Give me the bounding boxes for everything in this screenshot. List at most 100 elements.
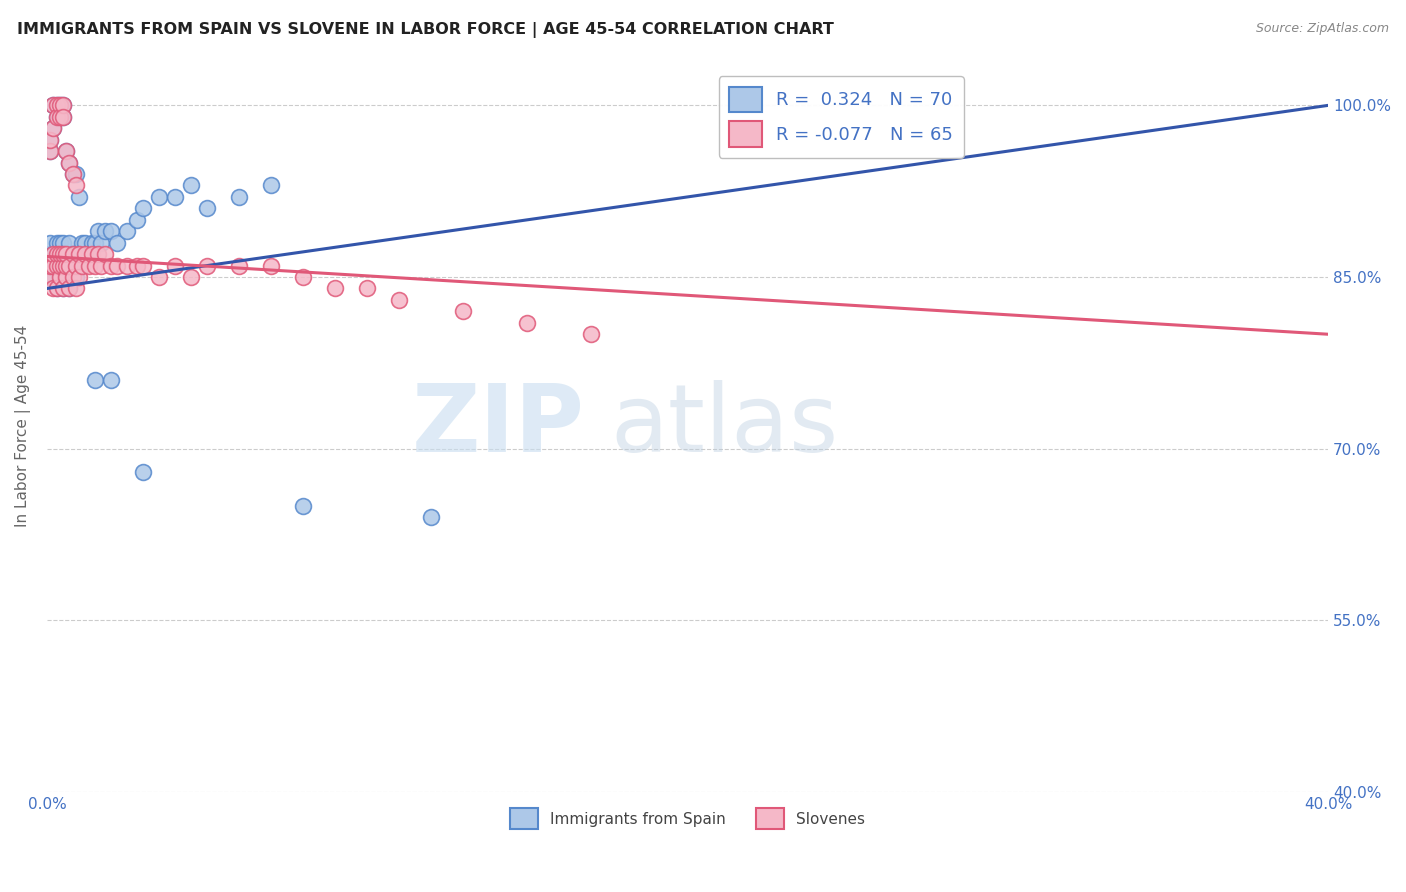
- Point: [45, 235, 67, 250]
- Point: [58, 259, 80, 273]
- Point: [52, 98, 75, 112]
- Point: [292, 499, 315, 513]
- Point: [65, 281, 87, 295]
- Point: [55, 259, 77, 273]
- Point: [39, 235, 62, 250]
- Point: [65, 259, 87, 273]
- Point: [49, 259, 72, 273]
- Point: [52, 281, 75, 295]
- Point: [45, 110, 67, 124]
- Point: [45, 247, 67, 261]
- Point: [62, 167, 84, 181]
- Point: [80, 235, 103, 250]
- Point: [49, 270, 72, 285]
- Point: [42, 247, 65, 261]
- Point: [148, 190, 170, 204]
- Point: [67, 190, 90, 204]
- Point: [90, 259, 112, 273]
- Point: [55, 144, 77, 158]
- Point: [115, 224, 138, 238]
- Point: [70, 235, 93, 250]
- Point: [42, 121, 65, 136]
- Text: atlas: atlas: [610, 380, 839, 472]
- Point: [228, 259, 250, 273]
- Point: [115, 259, 138, 273]
- Point: [292, 270, 315, 285]
- Point: [228, 190, 250, 204]
- Point: [165, 190, 187, 204]
- Point: [180, 178, 202, 193]
- Point: [52, 259, 75, 273]
- Point: [49, 110, 72, 124]
- Point: [49, 247, 72, 261]
- Point: [39, 144, 62, 158]
- Point: [42, 98, 65, 112]
- Point: [70, 259, 93, 273]
- Point: [52, 110, 75, 124]
- Point: [93, 247, 115, 261]
- Point: [260, 259, 283, 273]
- Legend: Immigrants from Spain, Slovenes: Immigrants from Spain, Slovenes: [505, 802, 872, 836]
- Point: [75, 247, 97, 261]
- Point: [42, 121, 65, 136]
- Point: [77, 259, 100, 273]
- Point: [58, 259, 80, 273]
- Point: [52, 259, 75, 273]
- Point: [39, 259, 62, 273]
- Point: [49, 247, 72, 261]
- Text: ZIP: ZIP: [412, 380, 585, 472]
- Point: [67, 247, 90, 261]
- Text: Source: ZipAtlas.com: Source: ZipAtlas.com: [1256, 22, 1389, 36]
- Point: [49, 110, 72, 124]
- Point: [62, 259, 84, 273]
- Point: [45, 98, 67, 112]
- Point: [42, 98, 65, 112]
- Point: [165, 259, 187, 273]
- Point: [67, 247, 90, 261]
- Point: [67, 270, 90, 285]
- Point: [39, 247, 62, 261]
- Point: [356, 281, 378, 295]
- Point: [45, 281, 67, 295]
- Point: [100, 259, 122, 273]
- Point: [107, 235, 129, 250]
- Point: [75, 235, 97, 250]
- Point: [65, 178, 87, 193]
- Text: IMMIGRANTS FROM SPAIN VS SLOVENE IN LABOR FORCE | AGE 45-54 CORRELATION CHART: IMMIGRANTS FROM SPAIN VS SLOVENE IN LABO…: [17, 22, 834, 38]
- Point: [55, 270, 77, 285]
- Point: [87, 224, 110, 238]
- Point: [87, 247, 110, 261]
- Point: [62, 247, 84, 261]
- Point: [45, 281, 67, 295]
- Point: [49, 235, 72, 250]
- Point: [55, 247, 77, 261]
- Point: [132, 202, 155, 216]
- Point: [125, 259, 148, 273]
- Point: [84, 373, 107, 387]
- Point: [39, 259, 62, 273]
- Point: [58, 155, 80, 169]
- Y-axis label: In Labor Force | Age 45-54: In Labor Force | Age 45-54: [15, 325, 31, 527]
- Point: [100, 224, 122, 238]
- Point: [65, 247, 87, 261]
- Point: [49, 270, 72, 285]
- Point: [42, 259, 65, 273]
- Point: [62, 270, 84, 285]
- Point: [55, 259, 77, 273]
- Point: [58, 155, 80, 169]
- Point: [195, 259, 218, 273]
- Point: [453, 304, 475, 318]
- Point: [39, 270, 62, 285]
- Point: [55, 247, 77, 261]
- Point: [132, 465, 155, 479]
- Point: [42, 270, 65, 285]
- Point: [77, 247, 100, 261]
- Point: [52, 247, 75, 261]
- Point: [58, 281, 80, 295]
- Point: [65, 167, 87, 181]
- Point: [42, 259, 65, 273]
- Point: [45, 110, 67, 124]
- Point: [195, 202, 218, 216]
- Point: [62, 247, 84, 261]
- Point: [55, 270, 77, 285]
